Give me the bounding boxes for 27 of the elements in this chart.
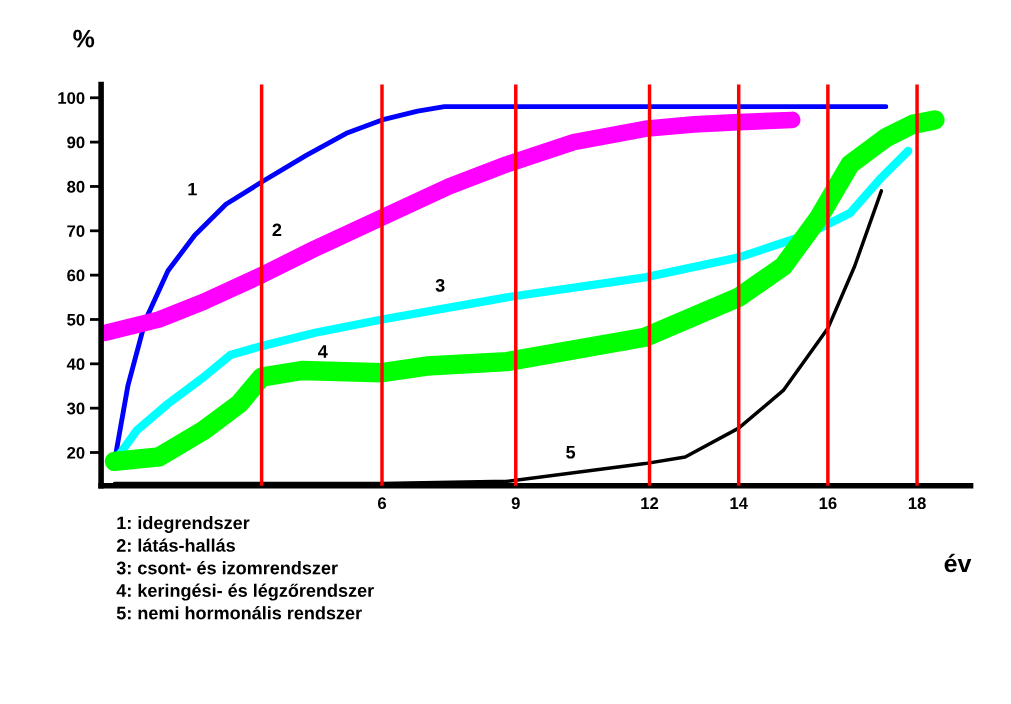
y-tick-label: 50 <box>67 313 85 326</box>
y-tick-label: 40 <box>66 358 85 371</box>
text: 1: idegrendszer <box>117 516 250 533</box>
series-label: 3 <box>435 278 445 292</box>
series-label: 4 <box>318 345 328 358</box>
x-tick-label: 14 <box>730 497 748 509</box>
y-tick-label: 90 <box>67 136 85 149</box>
series-label: 5 <box>566 445 576 459</box>
text: 5: nemi hormonális rendszer <box>116 606 362 620</box>
y-axis-title: % <box>73 29 95 48</box>
x-tick-label: 6 <box>377 497 387 510</box>
x-tick-label: 18 <box>908 497 926 510</box>
text: 2: látás-hallás <box>116 538 235 552</box>
y-tick-label: 70 <box>67 225 85 238</box>
x-tick-label: 16 <box>819 497 837 510</box>
x-tick-label: 12 <box>641 497 659 509</box>
y-tick-label: 60 <box>67 269 85 282</box>
text: 4: keringési- és légzőrendszer <box>116 583 374 601</box>
x-axis-title: év <box>944 553 972 573</box>
y-tick-label: 80 <box>67 180 85 193</box>
x-tick-label: 9 <box>511 497 520 510</box>
series-label: 1 <box>188 182 197 196</box>
series-label: 2 <box>272 223 282 237</box>
text: 3: csont- és izomrendszer <box>116 560 338 575</box>
y-tick-label: 30 <box>66 402 85 415</box>
y-tick-label: 100 <box>58 92 85 104</box>
y-tick-label: 20 <box>67 446 85 459</box>
